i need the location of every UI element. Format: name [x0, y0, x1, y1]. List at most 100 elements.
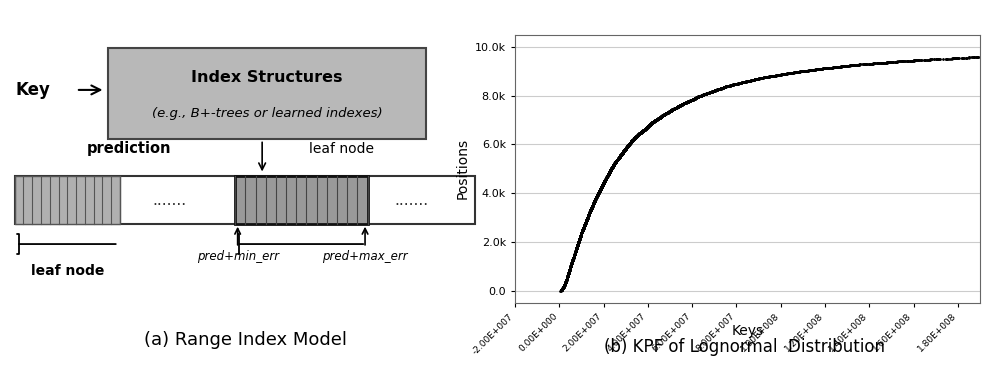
Point: [591, 189, 607, 195]
Point: [581, 211, 597, 217]
Point: [696, 91, 712, 97]
Point: [598, 175, 614, 181]
Point: [571, 238, 587, 244]
Point: [568, 248, 584, 254]
Point: [668, 105, 684, 110]
Point: [566, 253, 582, 259]
Point: [591, 190, 607, 196]
Point: [625, 137, 641, 143]
Point: [595, 182, 611, 188]
Point: [614, 150, 630, 156]
Point: [634, 128, 650, 134]
Point: [981, 54, 997, 59]
Point: [760, 74, 776, 80]
Point: [653, 114, 669, 120]
Point: [614, 151, 630, 157]
Point: [757, 75, 773, 80]
Point: [574, 227, 590, 233]
Point: [618, 145, 634, 151]
Point: [575, 227, 591, 233]
Point: [614, 151, 630, 157]
Point: [814, 66, 830, 72]
Point: [587, 197, 603, 203]
Point: [635, 128, 651, 134]
Point: [827, 64, 843, 70]
Point: [578, 219, 594, 225]
Point: [657, 111, 673, 117]
Point: [637, 127, 653, 132]
Point: [558, 278, 574, 284]
Point: [562, 266, 578, 272]
Point: [583, 206, 599, 212]
Point: [668, 105, 684, 111]
Point: [641, 122, 657, 128]
Point: [570, 240, 586, 246]
Point: [589, 193, 605, 199]
Point: [553, 288, 569, 294]
Point: [626, 137, 642, 142]
Point: [600, 172, 616, 178]
Point: [748, 76, 764, 82]
Point: [930, 56, 946, 62]
Point: [623, 138, 639, 144]
Point: [792, 69, 808, 75]
Point: [690, 94, 706, 99]
Point: [577, 220, 593, 226]
Point: [572, 234, 588, 240]
Point: [562, 264, 578, 270]
Point: [558, 277, 574, 283]
Point: [612, 154, 628, 160]
Point: [772, 72, 788, 77]
Point: [580, 214, 596, 220]
Point: [665, 106, 681, 112]
Point: [566, 252, 582, 258]
Point: [721, 83, 737, 89]
Point: [618, 145, 634, 151]
Point: [673, 102, 689, 108]
Point: [585, 201, 601, 207]
Point: [621, 141, 637, 147]
Point: [581, 211, 597, 217]
FancyBboxPatch shape: [108, 48, 426, 139]
Point: [593, 185, 609, 191]
Point: [595, 181, 611, 187]
Point: [556, 284, 572, 290]
Point: [717, 84, 733, 90]
Point: [749, 76, 765, 82]
Point: [581, 210, 597, 215]
Point: [723, 82, 739, 88]
Point: [599, 174, 615, 179]
Point: [557, 280, 573, 286]
Point: [624, 138, 640, 144]
Point: [571, 236, 587, 242]
Point: [669, 104, 685, 110]
Point: [614, 150, 630, 156]
Point: [584, 204, 600, 210]
Point: [627, 135, 643, 141]
Point: [660, 109, 676, 115]
Point: [842, 62, 858, 68]
Point: [676, 101, 692, 106]
Point: [566, 252, 582, 258]
Point: [718, 83, 734, 89]
Point: [592, 186, 608, 192]
Point: [638, 125, 654, 131]
Point: [570, 239, 586, 245]
Point: [576, 223, 592, 229]
Point: [827, 64, 843, 70]
Point: [570, 239, 586, 245]
Point: [877, 60, 893, 66]
Point: [984, 54, 1000, 59]
Point: [580, 213, 596, 219]
Point: [602, 168, 618, 174]
Point: [565, 255, 581, 261]
Point: [584, 204, 600, 210]
Point: [563, 261, 579, 267]
Point: [558, 279, 574, 285]
Point: [560, 270, 576, 276]
Point: [567, 250, 583, 256]
Point: [595, 181, 611, 186]
Point: [573, 231, 589, 237]
Point: [564, 260, 580, 266]
Point: [606, 161, 622, 167]
